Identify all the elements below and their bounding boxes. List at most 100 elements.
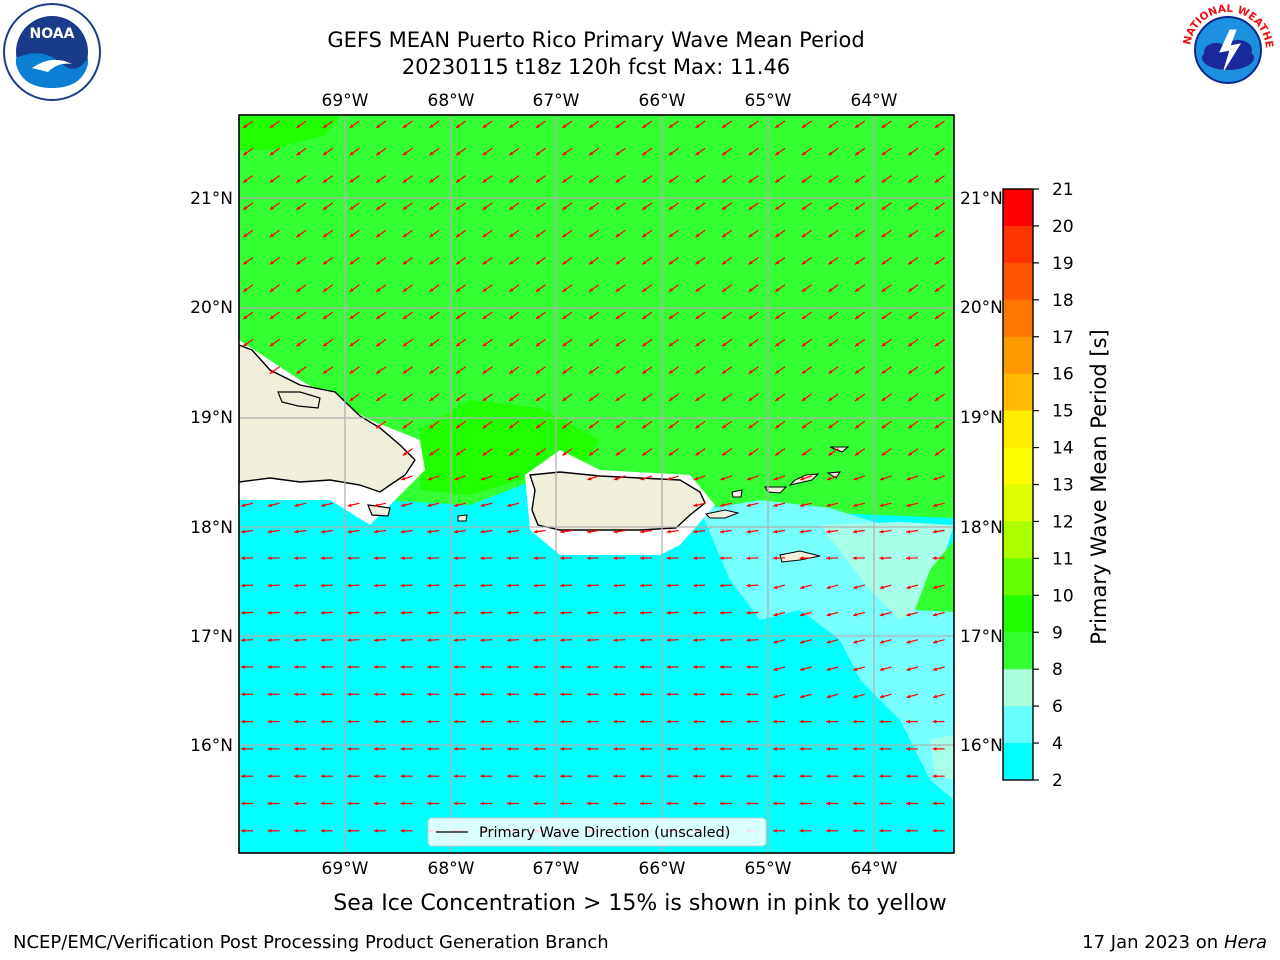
- wave-direction-arrow: [881, 338, 892, 347]
- wave-direction-arrow: [508, 311, 520, 320]
- wave-direction-arrow: [666, 638, 679, 643]
- lon-label-top: 64°W: [851, 91, 898, 111]
- colorbar-segment: [1003, 299, 1033, 338]
- lat-label-left: 18°N: [190, 518, 233, 538]
- wave-direction-arrow: [774, 284, 786, 293]
- wave-direction-arrow: [853, 666, 865, 671]
- wave-direction-arrow: [480, 502, 493, 507]
- wave-direction-arrow: [455, 284, 467, 293]
- wave-direction-arrow: [615, 338, 626, 347]
- wave-direction-arrow: [347, 529, 360, 534]
- lon-label-top: 67°W: [533, 91, 580, 111]
- wave-direction-arrow: [455, 338, 467, 347]
- lat-label-left: 21°N: [190, 189, 233, 209]
- wave-direction-arrow: [801, 120, 812, 129]
- wave-direction-arrow: [746, 502, 759, 507]
- wave-direction-arrow: [641, 284, 653, 293]
- wave-direction-arrow: [879, 611, 892, 617]
- wave-direction-arrow: [296, 284, 307, 293]
- wave-direction-arrow: [322, 147, 334, 156]
- wave-direction-arrow: [801, 393, 812, 402]
- wave-direction-arrow: [773, 611, 786, 617]
- lon-label-top: 69°W: [322, 91, 369, 111]
- wave-direction-arrow: [349, 120, 360, 129]
- sea-ice-note: Sea Ice Concentration > 15% is shown in …: [333, 891, 947, 916]
- wave-direction-arrow: [588, 120, 600, 129]
- wave-direction-arrow: [881, 257, 892, 265]
- land-culebra: [731, 489, 743, 498]
- wave-direction-arrow: [482, 120, 493, 129]
- wave-direction-arrow: [427, 583, 440, 588]
- wave-direction-arrow: [748, 257, 759, 265]
- wave-direction-arrow: [320, 610, 333, 615]
- wave-direction-arrow: [535, 420, 546, 429]
- wave-direction-arrow: [429, 175, 440, 183]
- wave-direction-arrow: [854, 120, 866, 129]
- wave-direction-arrow: [400, 556, 413, 561]
- colorbar-tick-label: 19: [1052, 254, 1074, 274]
- wave-direction-arrow: [294, 638, 307, 643]
- wave-direction-arrow: [881, 366, 892, 375]
- wave-direction-arrow: [562, 393, 573, 402]
- wave-direction-arrow: [748, 420, 759, 429]
- wave-direction-arrow: [668, 257, 679, 265]
- wave-direction-arrow: [296, 338, 307, 347]
- wave-direction-arrow: [641, 338, 653, 347]
- wave-direction-arrow: [482, 366, 493, 375]
- wave-direction-arrow: [721, 147, 733, 156]
- wave-direction-arrow: [668, 175, 679, 183]
- footer-date-text: 17 Jan 2023 on: [1082, 932, 1224, 953]
- wave-direction-arrow: [854, 229, 866, 238]
- wave-direction-arrow: [586, 583, 599, 588]
- wave-direction-arrow: [854, 147, 866, 156]
- wave-direction-arrow: [746, 556, 759, 561]
- wave-direction-arrow: [932, 639, 945, 644]
- wave-direction-arrow: [854, 338, 866, 347]
- wave-direction-arrow: [402, 147, 413, 156]
- wave-direction-arrow: [349, 202, 360, 211]
- wave-direction-arrow: [721, 393, 733, 402]
- wave-direction-arrow: [322, 257, 334, 265]
- wave-direction-arrow: [746, 610, 759, 615]
- wave-direction-arrow: [746, 583, 759, 588]
- colorbar-tick-label: 15: [1052, 402, 1074, 422]
- wave-direction-arrow: [533, 583, 546, 588]
- wave-direction-arrow: [693, 475, 706, 481]
- wave-direction-arrow: [241, 529, 254, 534]
- wave-direction-arrow: [402, 257, 413, 265]
- wave-direction-arrow: [639, 583, 653, 588]
- wave-direction-arrow: [879, 639, 892, 644]
- wave-direction-arrow: [799, 611, 812, 617]
- wave-direction-arrow: [269, 147, 280, 156]
- wave-direction-arrow: [508, 120, 520, 129]
- wave-direction-arrow: [906, 693, 919, 699]
- wave-direction-arrow: [695, 284, 706, 293]
- wave-direction-arrow: [455, 393, 467, 402]
- colorbar-tick-label: 11: [1052, 549, 1074, 569]
- wave-direction-arrow: [240, 610, 254, 615]
- wave-direction-arrow: [482, 147, 493, 156]
- wave-direction-arrow: [721, 257, 733, 265]
- wave-direction-arrow: [242, 311, 254, 320]
- land-puerto-rico: [529, 471, 706, 531]
- wave-direction-arrow: [668, 284, 679, 293]
- wave-direction-arrow: [480, 583, 493, 588]
- wave-direction-arrow: [879, 502, 892, 507]
- lon-label-top: 66°W: [639, 91, 686, 111]
- colorbar-segment: [1003, 595, 1033, 633]
- wave-direction-arrow: [907, 120, 919, 129]
- wave-direction-arrow: [480, 475, 493, 481]
- wave-direction-arrow: [719, 638, 732, 643]
- wave-direction-arrow: [533, 556, 546, 561]
- wave-direction-arrow: [639, 638, 653, 643]
- wave-direction-arrow: [828, 284, 839, 293]
- wave-direction-arrow: [533, 529, 546, 534]
- wave-direction-arrow: [693, 502, 706, 507]
- wave-direction-arrow: [562, 366, 573, 375]
- wave-direction-arrow: [907, 393, 919, 402]
- wave-direction-arrow: [535, 366, 546, 375]
- wave-direction-arrow: [347, 502, 360, 507]
- wave-direction-arrow: [695, 311, 706, 320]
- wave-direction-arrow: [774, 257, 786, 265]
- wave-direction-arrow: [772, 556, 786, 561]
